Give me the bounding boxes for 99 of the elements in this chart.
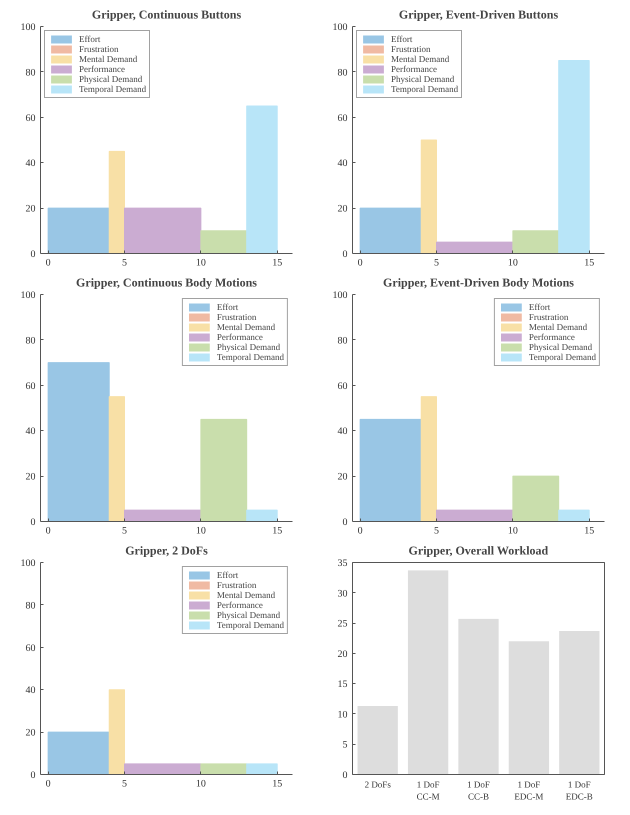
x-tick-label: 15 [584, 258, 594, 268]
legend-label: Performance [216, 332, 263, 342]
y-tick-label: 80 [338, 67, 348, 78]
x-tick-label: 0 [46, 526, 51, 536]
x-tick-label: 10 [508, 526, 518, 536]
legend-label: Performance [216, 600, 263, 610]
y-tick-label: 0 [30, 249, 36, 260]
legend-label: Frustration [528, 312, 568, 322]
x-tick-label: 15 [272, 258, 282, 268]
legend-label: Temporal Demand [528, 352, 596, 362]
y-tick-label: 35 [338, 558, 348, 569]
legend-label: Physical Demand [216, 610, 280, 620]
y-tick-label: 80 [26, 335, 36, 346]
chart-title: Gripper, Event-Driven Body Motions [383, 276, 574, 290]
y-tick-label: 60 [26, 112, 36, 124]
legend-label: Effort [216, 570, 238, 580]
legend-label: Effort [391, 34, 412, 44]
y-tick-label: 100 [332, 290, 348, 301]
legend-label: Effort [216, 302, 238, 312]
x-tick-label: 5 [122, 526, 127, 536]
y-tick-label: 40 [338, 426, 348, 438]
y-tick-label: 25 [338, 618, 348, 630]
y-tick-label: 20 [338, 648, 348, 660]
x-tick-label: 5 [434, 526, 439, 536]
chart-title: Gripper, Event-Driven Buttons [398, 8, 558, 22]
legend-label: Frustration [216, 312, 256, 322]
chart-title: Gripper, Continuous Body Motions [76, 276, 258, 290]
y-tick-label: 0 [342, 249, 348, 260]
x-tick-label: 5 [434, 258, 439, 268]
chart-title: Gripper, Continuous Buttons [92, 8, 242, 22]
x-tick-label: 0 [46, 258, 51, 268]
y-tick-label: 15 [338, 679, 348, 690]
legend-label: Performance [391, 64, 437, 74]
y-tick-label: 60 [26, 380, 36, 392]
chart-title: Gripper, 2 DoFs [125, 544, 208, 558]
x-tick-label: 15 [272, 526, 282, 536]
y-tick-label: 5 [342, 740, 348, 751]
y-tick-label: 20 [26, 728, 36, 739]
y-tick-label: 100 [332, 22, 348, 33]
legend-label: Mental Demand [528, 322, 588, 332]
x-tick-label: 15 [584, 526, 594, 536]
y-tick-label: 80 [338, 335, 348, 346]
legend-label: Physical Demand [79, 74, 142, 84]
x-tick-label: 1 DoF CC-B [467, 780, 490, 802]
x-tick-label: 1 DoF EDC-M [514, 780, 544, 802]
legend-label: Frustration [79, 44, 118, 54]
legend-label: Mental Demand [216, 322, 276, 332]
legend-label: Performance [528, 332, 575, 342]
y-tick-label: 40 [26, 426, 36, 438]
y-tick-label: 20 [26, 204, 36, 215]
legend-label: Mental Demand [79, 54, 138, 64]
y-tick-label: 60 [26, 642, 36, 654]
legend-label: Physical Demand [391, 74, 454, 84]
y-tick-label: 10 [338, 709, 348, 720]
legend-label: Temporal Demand [216, 620, 284, 630]
x-tick-label: 2 DoFs [364, 780, 392, 790]
x-tick-label: 5 [122, 778, 127, 790]
x-tick-label: 1 DoF CC-M [416, 780, 440, 802]
x-tick-label: 1 DoF EDC-B [566, 780, 593, 802]
legend-label: Effort [528, 302, 550, 312]
y-tick-label: 80 [26, 600, 36, 612]
y-tick-label: 100 [20, 558, 36, 569]
y-tick-label: 0 [342, 770, 348, 781]
x-tick-label: 0 [358, 526, 363, 536]
x-tick-label: 10 [196, 526, 206, 536]
y-tick-label: 60 [338, 112, 348, 124]
y-tick-label: 60 [338, 380, 348, 392]
chart-title: Gripper, Overall Workload [408, 544, 549, 558]
legend-label: Temporal Demand [79, 84, 146, 94]
x-tick-label: 10 [196, 258, 206, 268]
legend-label: Temporal Demand [391, 84, 458, 94]
y-tick-label: 100 [20, 22, 36, 33]
y-tick-label: 0 [30, 770, 36, 781]
y-tick-label: 20 [338, 204, 348, 215]
x-tick-label: 15 [272, 778, 282, 790]
y-tick-label: 100 [20, 290, 36, 301]
y-tick-label: 0 [30, 517, 36, 528]
y-tick-label: 40 [338, 158, 348, 170]
legend-label: Physical Demand [528, 342, 592, 352]
x-tick-label: 5 [122, 258, 127, 268]
y-tick-label: 30 [338, 588, 348, 600]
y-tick-label: 20 [26, 472, 36, 483]
legend-label: Frustration [216, 580, 256, 590]
x-tick-label: 0 [46, 778, 51, 790]
x-tick-label: 10 [508, 258, 518, 268]
legend-label: Physical Demand [216, 342, 280, 352]
x-tick-label: 0 [358, 258, 363, 268]
y-tick-label: 80 [26, 67, 36, 78]
legend-label: Performance [79, 64, 125, 74]
y-tick-label: 20 [338, 472, 348, 483]
x-tick-label: 10 [196, 778, 206, 790]
y-tick-label: 0 [342, 517, 348, 528]
legend-label: Temporal Demand [216, 352, 284, 362]
legend-label: Effort [79, 34, 100, 44]
y-tick-label: 40 [26, 685, 36, 696]
y-tick-label: 40 [26, 158, 36, 170]
legend-label: Frustration [391, 44, 430, 54]
legend-label: Mental Demand [391, 54, 450, 64]
legend-label: Mental Demand [216, 590, 276, 600]
